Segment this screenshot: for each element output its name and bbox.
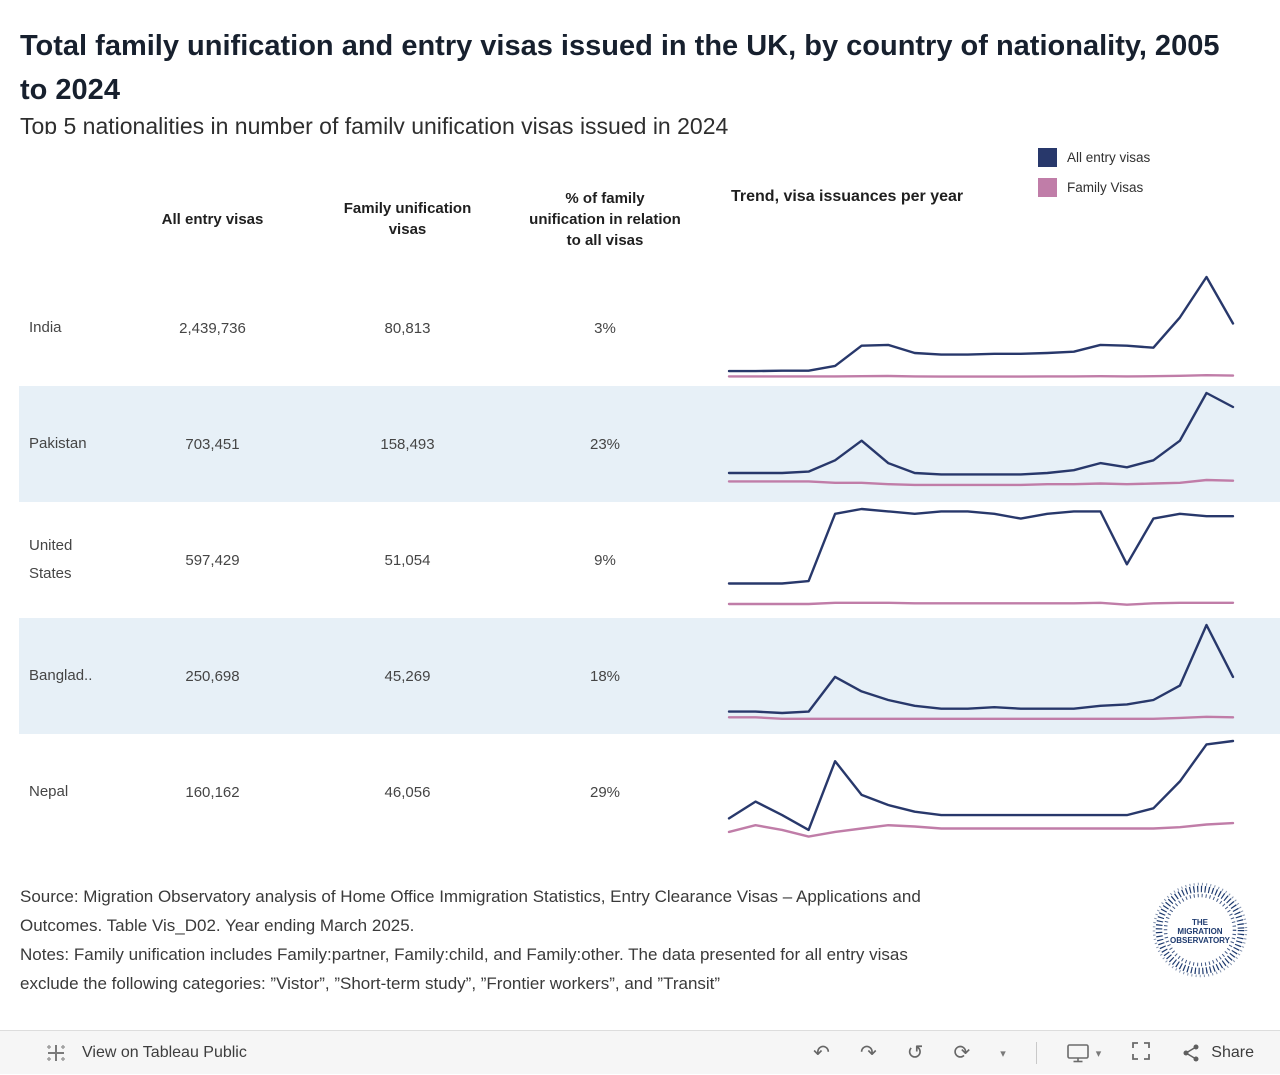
- column-header-pct-family-unification: % of family unification in relation to a…: [529, 189, 681, 249]
- country-label: Nepal: [29, 783, 69, 800]
- svg-text:OBSERVATORY: OBSERVATORY: [1170, 936, 1231, 945]
- sparkline-chart[interactable]: [705, 734, 1261, 850]
- column-header-all-entry-visas: All entry visas: [161, 210, 264, 228]
- all-entry-visas-value[interactable]: 160,162: [185, 783, 240, 801]
- sparkline-chart[interactable]: [705, 270, 1261, 386]
- share-icon: [1183, 1044, 1199, 1062]
- legend-label: All entry visas: [1067, 150, 1151, 165]
- pct-family-value[interactable]: 3%: [594, 319, 616, 337]
- reset-icon[interactable]: ↺: [906, 1042, 924, 1064]
- country-label: Pakistan: [29, 435, 87, 452]
- source-text: Source: Migration Observatory analysis o…: [20, 887, 921, 935]
- footer-notes: Source: Migration Observatory analysis o…: [20, 882, 1140, 998]
- toolbar-divider: [1035, 1042, 1037, 1064]
- display-options-button[interactable]: ▾: [1066, 1043, 1102, 1063]
- trend-sparkline[interactable]: [705, 270, 1261, 386]
- toolbar-actions: ↶ ↷ ↺ ⟳ ▾ ▾: [813, 1031, 1254, 1075]
- viz-area: All entry visas Family Visas All entry v…: [0, 140, 1280, 855]
- sparkline-chart[interactable]: [705, 502, 1261, 618]
- legend-label: Family Visas: [1067, 180, 1144, 195]
- legend-item-all-entry-visas[interactable]: All entry visas: [1038, 148, 1150, 167]
- notes-text: Notes: Family unification includes Famil…: [20, 945, 908, 993]
- trend-sparkline[interactable]: [705, 386, 1261, 502]
- family-unification-visas-value[interactable]: 51,054: [384, 551, 431, 569]
- fullscreen-button[interactable]: [1131, 1041, 1151, 1066]
- refresh-icon[interactable]: ⟳: [953, 1042, 971, 1064]
- table-row-nepal[interactable]: Nepal 160,162 46,056 29%: [19, 734, 1280, 850]
- display-caret-down-icon: ▾: [1095, 1047, 1102, 1060]
- sparkline-chart[interactable]: [705, 618, 1261, 734]
- tableau-toolbar: View on Tableau Public ↶ ↷ ↺ ⟳ ▾ ▾: [0, 1030, 1280, 1074]
- country-label: Banglad..: [29, 667, 93, 684]
- pct-family-value[interactable]: 29%: [589, 783, 621, 801]
- legend: All entry visas Family Visas: [1038, 148, 1150, 208]
- refresh-caret-down-icon[interactable]: ▾: [1000, 1047, 1006, 1060]
- pct-family-value[interactable]: 9%: [594, 551, 616, 569]
- all-entry-visas-value[interactable]: 597,429: [185, 551, 240, 569]
- family-unification-visas-value[interactable]: 45,269: [384, 667, 431, 685]
- trend-sparkline[interactable]: [705, 734, 1261, 850]
- trend-sparkline[interactable]: [705, 502, 1261, 618]
- undo-icon[interactable]: ↶: [813, 1042, 830, 1064]
- column-header-family-unification-visas: Family unification visas: [343, 200, 472, 238]
- table-row-bangladesh[interactable]: Banglad.. 250,698 45,269 18%: [19, 618, 1280, 734]
- family-unification-visas-value[interactable]: 80,813: [384, 319, 431, 337]
- page-subtitle: Top 5 nationalities in number of family …: [20, 113, 729, 134]
- page-subtitle-clipped: Top 5 nationalities in number of family …: [20, 113, 1120, 134]
- pct-family-value[interactable]: 18%: [589, 667, 621, 685]
- table-row-pakistan[interactable]: Pakistan 703,451 158,493 23%: [19, 386, 1280, 502]
- legend-item-family-visas[interactable]: Family Visas: [1038, 178, 1150, 197]
- share-button[interactable]: Share: [1181, 1043, 1254, 1063]
- trend-column-header: Trend, visa issuances per year: [731, 188, 964, 205]
- logo-graphic: THE MIGRATION OBSERVATORY: [1152, 882, 1248, 978]
- migration-observatory-logo: THE MIGRATION OBSERVATORY: [1150, 880, 1250, 980]
- fullscreen-icon: [1132, 1041, 1151, 1060]
- display-icon: [1066, 1043, 1089, 1062]
- pct-family-value[interactable]: 23%: [589, 435, 621, 453]
- country-label: India: [29, 319, 62, 336]
- share-label: Share: [1211, 1044, 1254, 1061]
- all-entry-visas-value[interactable]: 2,439,736: [179, 319, 246, 337]
- legend-swatch-navy: [1038, 148, 1057, 167]
- all-entry-visas-value[interactable]: 703,451: [185, 435, 240, 453]
- country-label: United States: [29, 537, 73, 582]
- family-unification-visas-value[interactable]: 46,056: [384, 783, 431, 801]
- all-entry-visas-value[interactable]: 250,698: [185, 667, 240, 685]
- view-on-tableau-public-label: View on Tableau Public: [82, 1044, 247, 1061]
- tableau-logo-icon: [47, 1045, 65, 1061]
- table-header-row: All entry visas Family unification visas…: [19, 140, 1280, 270]
- table-row-india[interactable]: India 2,439,736 80,813 3%: [19, 270, 1280, 386]
- trend-sparkline[interactable]: [705, 618, 1261, 734]
- view-on-tableau-public-link[interactable]: View on Tableau Public: [44, 1031, 247, 1075]
- refresh-button[interactable]: ⟳: [953, 1043, 970, 1063]
- svg-text:MIGRATION: MIGRATION: [1177, 927, 1222, 936]
- sparkline-chart[interactable]: [705, 386, 1261, 502]
- table-row-united-states[interactable]: United States 597,429 51,054 9%: [19, 502, 1280, 618]
- redo-icon[interactable]: ↷: [859, 1042, 877, 1064]
- legend-swatch-pink: [1038, 178, 1057, 197]
- page-title: Total family unification and entry visas…: [20, 30, 1220, 106]
- family-unification-visas-value[interactable]: 158,493: [380, 435, 435, 453]
- svg-text:THE: THE: [1192, 918, 1209, 927]
